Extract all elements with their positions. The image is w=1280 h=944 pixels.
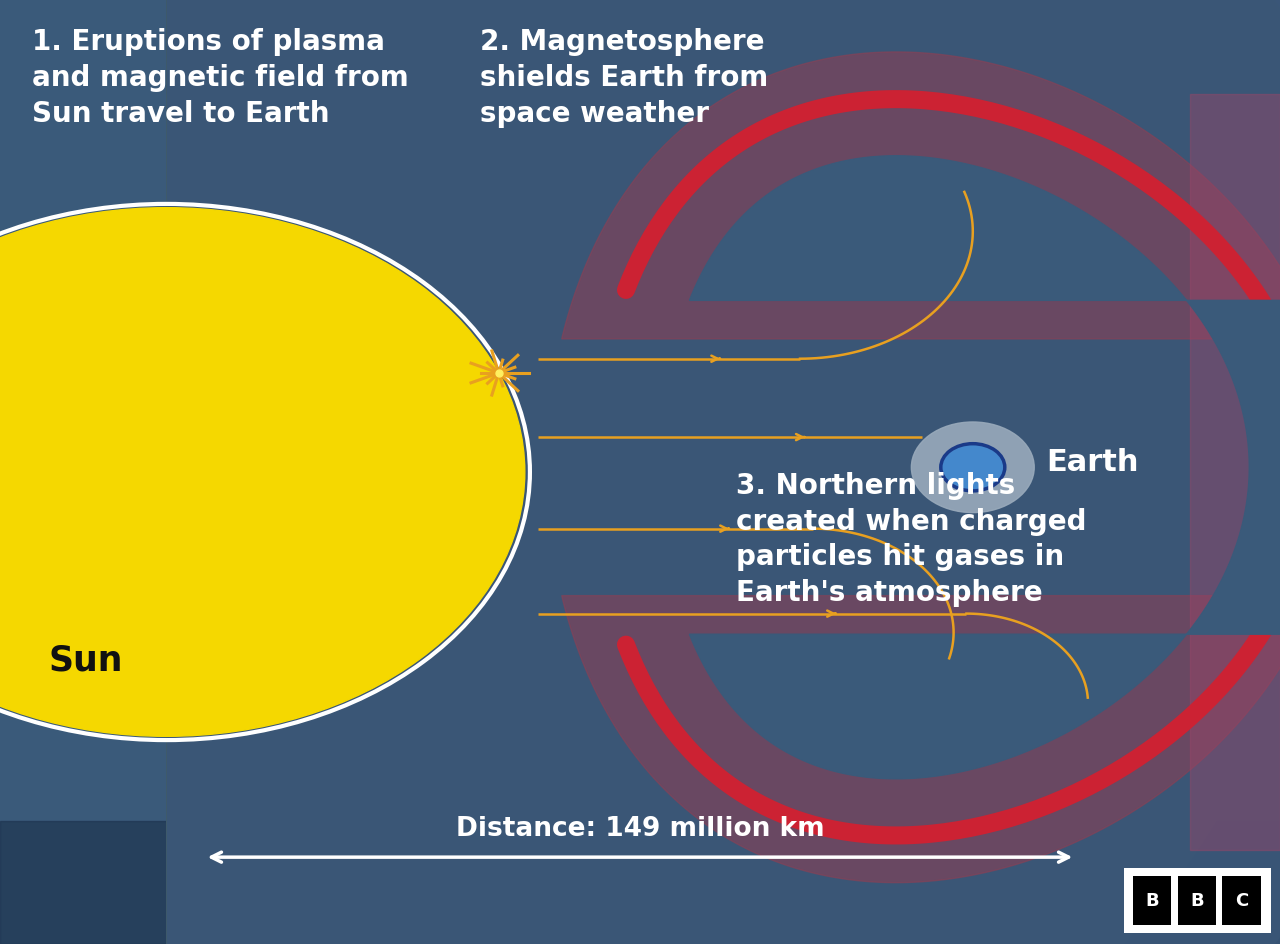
Polygon shape (562, 52, 1280, 883)
Bar (1178, 876, 1216, 925)
Wedge shape (166, 189, 550, 755)
Wedge shape (166, 0, 1280, 944)
Wedge shape (166, 94, 678, 850)
Text: Sun: Sun (49, 644, 123, 678)
Text: B: B (1190, 891, 1203, 910)
Circle shape (941, 444, 1005, 491)
Circle shape (0, 208, 525, 736)
Polygon shape (690, 156, 1280, 779)
Wedge shape (166, 0, 1190, 944)
Text: 3. Northern lights
created when charged
particles hit gases in
Earth's atmospher: 3. Northern lights created when charged … (736, 472, 1087, 607)
Bar (1190, 94, 1280, 850)
Bar (1124, 868, 1271, 933)
Wedge shape (166, 0, 934, 944)
Text: Earth: Earth (1046, 448, 1138, 477)
Wedge shape (166, 0, 1280, 944)
Bar (0, 821, 1280, 944)
Text: C: C (1235, 891, 1248, 910)
Circle shape (911, 422, 1034, 513)
Text: Distance: 149 million km: Distance: 149 million km (456, 816, 824, 842)
Text: 1. Eruptions of plasma
and magnetic field from
Sun travel to Earth: 1. Eruptions of plasma and magnetic fiel… (32, 28, 408, 127)
Text: 2. Magnetosphere
shields Earth from
space weather: 2. Magnetosphere shields Earth from spac… (480, 28, 768, 127)
Wedge shape (166, 0, 806, 944)
Wedge shape (166, 0, 1062, 944)
Text: B: B (1146, 891, 1158, 910)
Bar (1133, 876, 1171, 925)
Bar (1222, 876, 1261, 925)
Wedge shape (166, 0, 1280, 944)
